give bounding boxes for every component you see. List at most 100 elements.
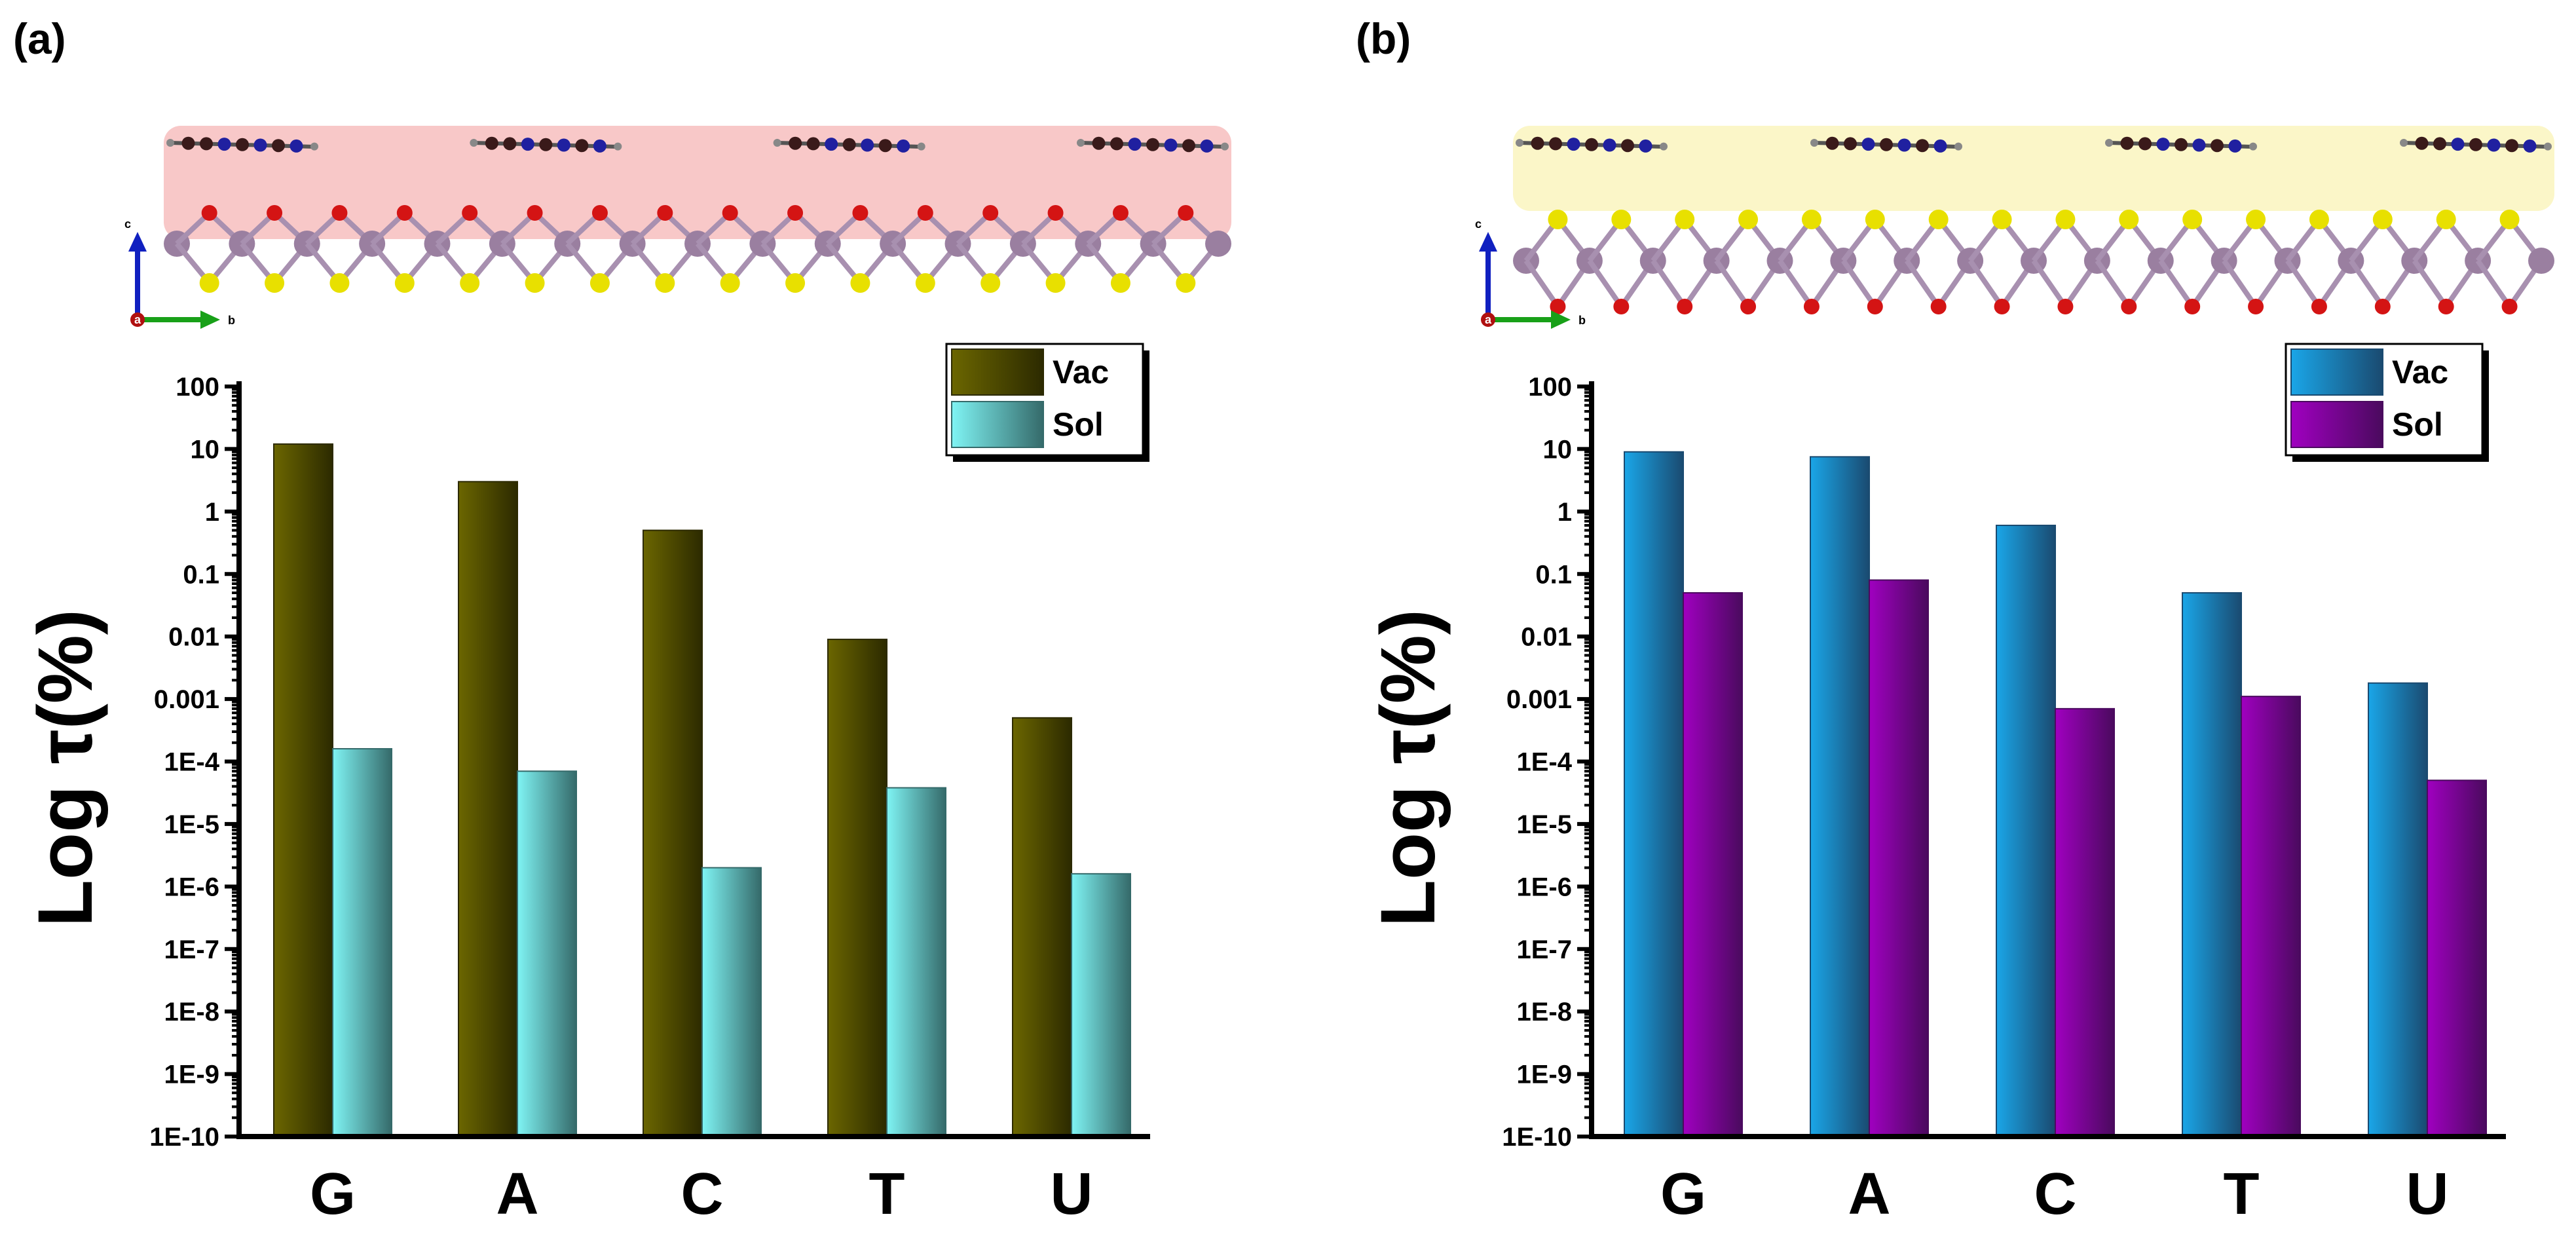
molecule-atom [1933, 139, 1947, 153]
y-tick-label: 0.001 [154, 685, 219, 714]
bottom-atom [199, 273, 219, 293]
top-atom [1928, 210, 1949, 229]
bond [2349, 259, 2385, 309]
top-atom [2499, 210, 2520, 229]
top-atom [2055, 210, 2076, 229]
bottom-atom [2311, 299, 2327, 314]
bottom-atom [2057, 299, 2074, 314]
x-tick-label-a: A [1848, 1161, 1891, 1227]
bond [2095, 259, 2131, 309]
bottom-atom [915, 273, 935, 293]
molecule-atom [1825, 136, 1839, 150]
bond [2158, 259, 2195, 309]
bar-g-vac [1624, 451, 1684, 1137]
x-tick-label-g: G [1660, 1161, 1706, 1227]
bottom-atom [525, 273, 545, 293]
top-atom [2182, 210, 2203, 229]
y-tick-label: 1E-5 [1517, 810, 1573, 839]
y-tick-label: 1E-10 [149, 1123, 219, 1152]
molecule-atom [1110, 137, 1123, 151]
legend-label-vac: Vac [1053, 354, 1109, 390]
molecule-atom [557, 138, 570, 152]
molecule-atom [2211, 139, 2224, 153]
bottom-atom [265, 273, 285, 293]
top-atom [852, 205, 868, 221]
top-atom [657, 205, 673, 221]
bond [2285, 259, 2322, 309]
x-tick-label-c: C [681, 1161, 724, 1227]
top-atom [1675, 210, 1695, 229]
panel-b: (b) c b a G A C T U 1E-10 1E-9 1E-8 1E-7 1E-6 1E-5 1E… [1356, 14, 2554, 1227]
bottom-atom [460, 273, 480, 293]
y-tick-label: 1E-9 [164, 1061, 220, 1089]
x-tick-label-t: T [869, 1161, 905, 1227]
molecule-atom [253, 138, 267, 152]
bond [1651, 259, 1687, 309]
y-tick-label: 1E-4 [1517, 748, 1573, 777]
y-tick-label: 0.01 [168, 623, 219, 652]
y-tick-label: 1E-9 [1517, 1061, 1573, 1089]
bar-u-vac [1012, 717, 1072, 1137]
bond [2412, 259, 2448, 309]
molecule-atom [310, 142, 318, 151]
bottom-atom [1867, 299, 1883, 314]
molecule-atom [1146, 138, 1159, 151]
bar-t-sol [886, 787, 946, 1138]
y-axis-label: Log τ(%) [22, 609, 109, 927]
molecule-atom [2433, 137, 2446, 151]
bottom-atom [1550, 299, 1566, 314]
molecule-atom [485, 136, 498, 150]
bond [1714, 259, 1751, 309]
bar-t-vac [2182, 592, 2242, 1137]
bar-u-sol [2427, 780, 2487, 1137]
bottom-atom [2374, 299, 2391, 314]
bar-g-sol [332, 748, 392, 1137]
bar-c-vac [1996, 525, 2056, 1137]
y-tick-label: 1E-8 [164, 998, 220, 1026]
molecule-atom [897, 139, 910, 153]
bottom-atom [1045, 273, 1066, 293]
molecule-atom [1092, 136, 1106, 150]
y-tick-label: 0.001 [1506, 685, 1572, 714]
molecule-atom [2105, 139, 2113, 147]
molecule-atom [842, 138, 856, 151]
bar-u-sol [1071, 873, 1131, 1138]
molecule-atom [2544, 142, 2552, 151]
top-atom [2372, 210, 2393, 229]
bond [1968, 259, 2004, 309]
legend-swatch-vac [951, 348, 1044, 396]
bottom-atom [1803, 299, 1820, 314]
molecule-atom [1200, 139, 1214, 153]
molecule-atom [1621, 139, 1634, 153]
bar-g-sol [1683, 592, 1743, 1137]
top-atom [2119, 210, 2139, 229]
axis-letter-a: a [134, 313, 141, 326]
bar-g-vac [273, 443, 333, 1137]
molecule-atom [878, 139, 892, 153]
top-atom [2436, 210, 2456, 229]
y-tick-label: 0.1 [1535, 560, 1572, 589]
bar-chart-b: G A C T U 1E-10 1E-9 1E-8 1E-7 1E-6 1E-5 1E-4 0.001 0… [1365, 343, 2506, 1227]
molecule-atom [1182, 139, 1195, 153]
molecule-atom [1639, 139, 1652, 153]
y-tick-label: 0.01 [1521, 623, 1572, 652]
x-tick-label-u: U [2406, 1161, 2449, 1227]
molecule-atom [2469, 138, 2482, 151]
molecule-atom [181, 136, 195, 150]
top-atom [1992, 210, 2012, 229]
axis-letter-b: b [1578, 314, 1586, 327]
molecule-atom [1880, 138, 1893, 151]
y-tick-label: 1 [1558, 498, 1572, 527]
panel-a: (a) c b a G A C T U 1E-10 1E-9 1E-8 1E-7 1E-6 1E-5 1E… [13, 14, 1231, 1227]
y-tick-label: 1E-7 [164, 935, 220, 964]
molecule-atom [289, 139, 303, 153]
bottom-atom [720, 273, 740, 293]
y-tick-label: 1E-8 [1517, 998, 1573, 1026]
molecule-atom [166, 139, 174, 147]
bottom-atom [2184, 299, 2201, 314]
molecule-atom [503, 137, 517, 151]
molecule-atom [1861, 138, 1875, 151]
bottom-atom [1740, 299, 1757, 314]
y-tick-label: 1E-6 [1517, 873, 1573, 901]
top-atom [1548, 210, 1568, 229]
